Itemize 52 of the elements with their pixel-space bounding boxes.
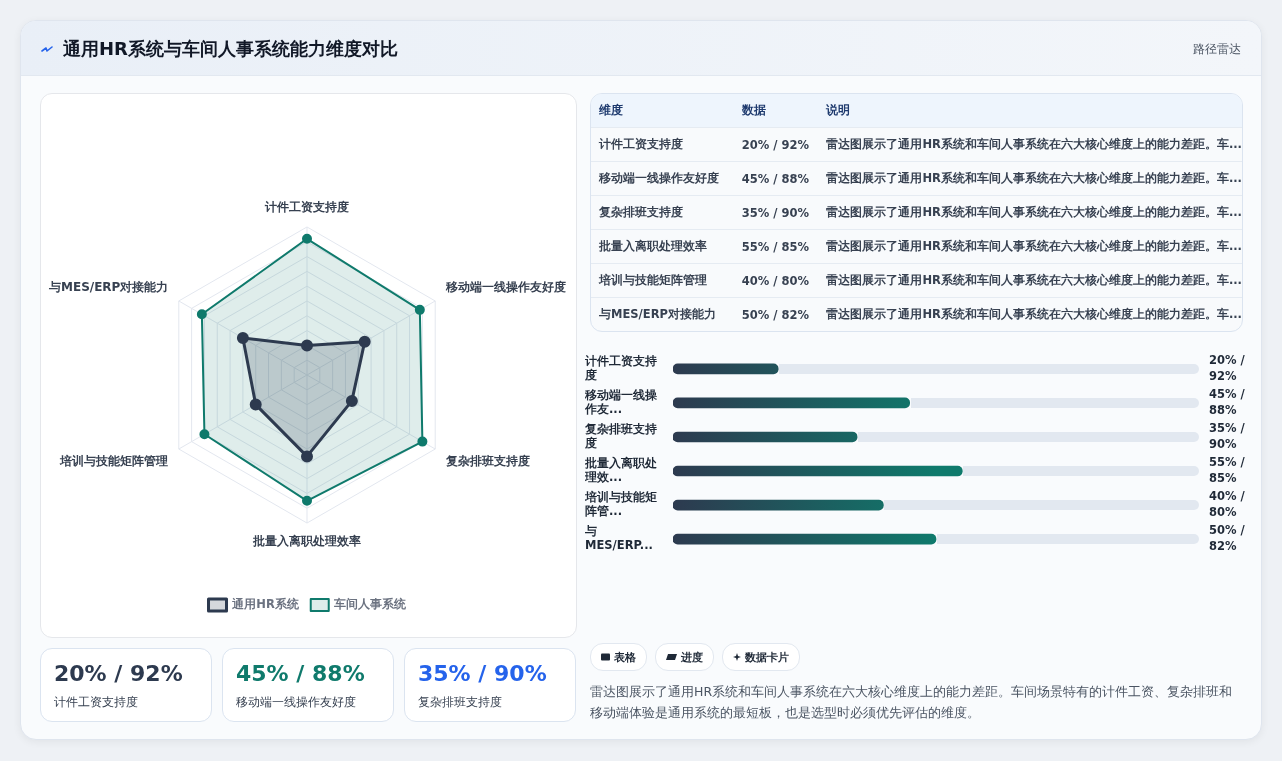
text: 45% / 88% xyxy=(236,661,365,686)
text: 路径雷达 xyxy=(1193,41,1241,58)
category-label: 移动端一线操作友好度 xyxy=(591,161,734,196)
data-label: 45% / 88% xyxy=(1209,386,1246,417)
legend-label: 车间人事系统 xyxy=(333,596,408,611)
data-label: 20% / 92% xyxy=(1209,352,1246,383)
data-label: 55% / 85% xyxy=(1209,455,1246,486)
y-tick-label: 培训与技能矩阵管... xyxy=(584,490,657,518)
text: 50% / 82% xyxy=(741,307,809,322)
category-label: 与MES/ERP对接能力 xyxy=(591,297,734,331)
text: 雷达图展示了通用HR系统和车间人事系统在六大核心维度上的能力差距。车... xyxy=(826,307,1242,321)
spoke-label: 与MES/ERP对接能力 xyxy=(47,279,169,294)
y-tick-label: 与MES/ERP... xyxy=(584,524,653,553)
text: 35% / 90% xyxy=(741,205,809,220)
text: 20% / 92% xyxy=(741,137,809,152)
text: 35% / 90% xyxy=(418,661,547,686)
data-label: 35% / 90% xyxy=(1209,420,1246,451)
bar xyxy=(673,363,779,375)
category-label: 移动端一线操作友好度 xyxy=(236,695,356,710)
text: 20% / 92% xyxy=(54,661,183,686)
spoke-label: 复杂排班支持度 xyxy=(444,454,530,469)
category-label: 复杂排班支持度 xyxy=(418,695,502,710)
data-label: 50% / 82% xyxy=(1209,523,1246,554)
category-label: 培训与技能矩阵管理 xyxy=(591,263,734,298)
text: 雷达图展示了通用HR系统和车间人事系统在六大核心维度上的能力差距。车... xyxy=(826,273,1242,287)
text: 45% / 88% xyxy=(741,171,809,186)
text: 表格 xyxy=(614,649,636,665)
spoke-label: 批量入离职处理效率 xyxy=(252,534,361,549)
text: 维度 xyxy=(591,94,734,128)
category-label: 批量入离职处理效率 xyxy=(591,229,734,264)
text: 55% / 85% xyxy=(741,239,809,254)
text: 雷达图展示了通用HR系统和车间人事系统在六大核心维度上的能力差距。车... xyxy=(826,205,1242,219)
data-label: 40% / 80% xyxy=(1209,489,1246,520)
category-label: 计件工资支持度 xyxy=(54,695,138,710)
text: 40% / 80% xyxy=(741,273,809,288)
text: 数据卡片 xyxy=(745,649,789,665)
text: 数据 xyxy=(733,94,819,128)
text: 雷达图展示了通用HR系统和车间人事系统在六大核心维度上的能力差距。车... xyxy=(826,239,1242,253)
text: 雷达图展示了通用HR系统和车间人事系统在六大核心维度上的能力差距。车间场景特有的计件工资、复杂排班和移动端体验是通用系统的最短板，也是选型时必须优先评估的维度。 xyxy=(590,683,1234,722)
text: 雷达图展示了通用HR系统和车间人事系统在六大核心维度上的能力差距。车... xyxy=(818,127,1242,162)
spoke-label: 移动端一线操作友好度 xyxy=(444,279,566,294)
y-tick-label: 移动端一线操作友... xyxy=(584,387,658,416)
spoke-label: 培训与技能矩阵管理 xyxy=(59,454,169,469)
spoke-label: 计件工资支持度 xyxy=(264,199,349,214)
text: 通用HR系统与车间人事系统能力维度对比 xyxy=(63,37,398,61)
text: 说明 xyxy=(818,94,1242,128)
y-tick-label: 计件工资支持度 xyxy=(584,353,657,382)
legend-label: 通用HR系统 xyxy=(231,596,300,611)
y-tick-label: 批量入离职处理效... xyxy=(584,456,657,484)
text: 进度 xyxy=(681,649,703,665)
text: 雷达图展示了通用HR系统和车间人事系统在六大核心维度上的能力差距。车... xyxy=(826,171,1242,185)
y-tick-label: 复杂排班支持度 xyxy=(584,422,657,450)
